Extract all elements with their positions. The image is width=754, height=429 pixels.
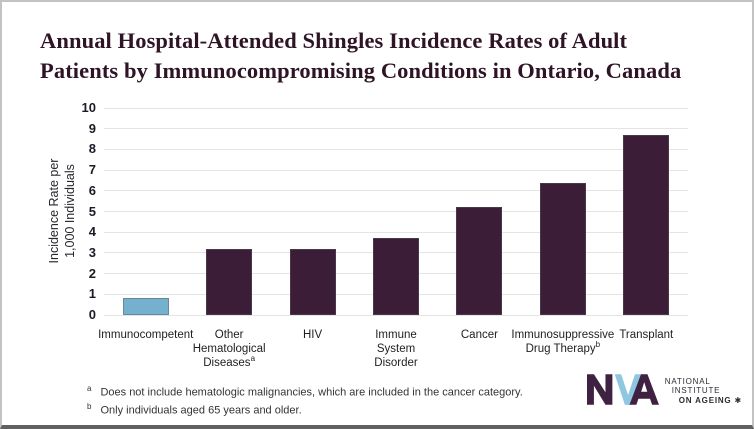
y-tick-label: 4 — [88, 224, 96, 240]
bar-transplant — [623, 134, 670, 315]
page-title-line2: Patients by Immunocompromising Condition… — [40, 58, 682, 83]
x-category-label: Transplant — [619, 329, 674, 341]
footnote-a: a Does not include hematologic malignanci… — [87, 382, 523, 400]
footnote-a-text: Does not include hematologic malignancie… — [100, 386, 523, 399]
bar-other-hematological-diseases — [206, 248, 253, 315]
y-tick-label: 8 — [88, 141, 96, 157]
nia-logo-text-line2: INSTITUTE — [671, 386, 721, 395]
bar-immunosuppressive-drug-therapy — [539, 182, 586, 315]
gridline — [104, 169, 688, 171]
footnote-a-marker: a — [87, 384, 92, 393]
nia-logo: NATIONAL INSTITUTE ON AGEING ✱ — [586, 373, 742, 406]
page-title-line1: Annual Hospital-Attended Shingles Incide… — [40, 28, 628, 53]
footnote-b-marker: b — [87, 402, 92, 412]
x-category-label: Cancer — [460, 329, 498, 341]
nia-logo-star-icon: ✱ — [734, 395, 742, 405]
gridline — [104, 128, 688, 130]
x-category-label: Other Hematological Diseasesa — [192, 329, 266, 369]
bar-immunocompetent — [122, 298, 169, 315]
y-tick-label: 6 — [88, 182, 96, 198]
nia-logo-text: NATIONAL INSTITUTE ON AGEING ✱ — [665, 374, 742, 406]
gridline — [104, 231, 688, 233]
x-category-label: Immune System Disorder — [374, 329, 418, 369]
page-title: Annual Hospital-Attended Shingles Incide… — [40, 26, 681, 86]
y-tick-label: 9 — [88, 120, 96, 136]
y-tick-label: 2 — [88, 265, 96, 281]
footnote-b-text: Only individuals aged 65 years and older… — [100, 404, 302, 417]
gridline — [104, 107, 688, 109]
y-tick-label: 0 — [88, 307, 96, 322]
y-tick-label: 1 — [88, 286, 96, 302]
x-category-label: Immunocompetent — [98, 329, 194, 341]
nia-logo-mark-icon — [586, 373, 659, 405]
gridline — [104, 211, 688, 212]
nia-logo-text-line3: ON AGEING ✱ — [678, 395, 742, 405]
y-tick-label: 5 — [88, 203, 96, 219]
gridline — [104, 314, 688, 316]
x-category-label: HIV — [302, 329, 323, 341]
gridline — [104, 148, 688, 150]
bar-immune-system-disorder — [373, 238, 419, 315]
y-tick-label: 7 — [88, 162, 96, 178]
y-tick-label: 3 — [88, 244, 96, 260]
bar-cancer — [456, 207, 503, 315]
nia-logo-text-line1: NATIONAL — [664, 376, 711, 386]
plot-area: 0 1 2 3 4 5 6 7 8 9 10 Immunocompetent Other Hematolo… — [82, 100, 688, 369]
footnote-b: b Only individuals aged 65 years and olde… — [87, 400, 523, 418]
footnotes: a Does not include hematologic malignanci… — [87, 382, 523, 418]
x-category-label: Immunosuppressive Drug Therapyb — [511, 329, 615, 355]
y-tick-label: 10 — [81, 100, 96, 115]
bar-hiv — [289, 248, 336, 315]
gridline — [104, 190, 688, 192]
